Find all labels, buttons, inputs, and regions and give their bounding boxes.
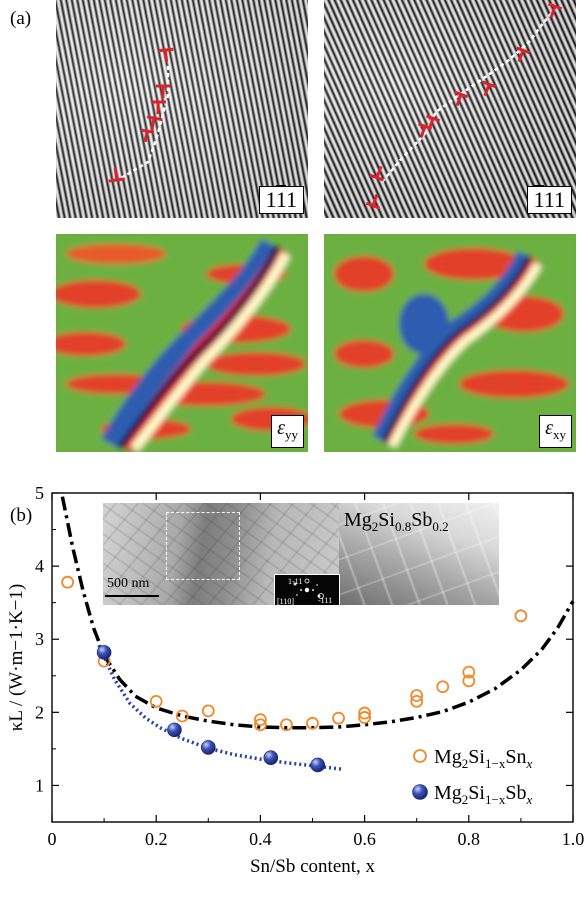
inset-composition: Mg2Si0.8Sb0.2: [344, 509, 449, 535]
x-tick-label: 1.0: [562, 829, 585, 849]
miller-digit: 1: [286, 187, 297, 212]
dislocation-overlay: [108, 47, 174, 183]
formula-part: Si: [378, 509, 395, 531]
y-tick-label: 2: [35, 702, 44, 722]
sn-data-point: [175, 709, 189, 723]
tem-inset: 1-11 -111 [110] 500 nm Mg2Si0.8Sb0.2: [103, 503, 499, 605]
sn-data-point: [358, 711, 372, 724]
miller-digit: 1: [265, 187, 276, 212]
legend-part: Sb: [505, 782, 526, 804]
legend-part: Si: [468, 782, 485, 804]
panel-b-label: (b): [10, 505, 33, 526]
x-tick-label: 0: [48, 829, 57, 849]
fringe-shading: [56, 0, 308, 218]
strain-label-xy: εxy: [539, 415, 572, 448]
legend-label: Mg2Si1−xSbx: [434, 782, 532, 807]
legend-label: Mg2Si1−xSnx: [434, 746, 532, 771]
saed-label: 1-11: [288, 577, 302, 586]
formula-sub: 2: [371, 519, 379, 534]
sn-data-point: [280, 718, 293, 732]
legend-marker-sb: [412, 784, 428, 800]
y-tick-label: 1: [35, 775, 44, 795]
miller-digit: 11: [543, 187, 565, 212]
strain-field: [324, 234, 576, 452]
region-of-interest-box: [166, 512, 240, 580]
saed-zone-axis: [110]: [277, 597, 294, 605]
tem-dark-field: [339, 503, 499, 605]
strain-label-yy: εyy: [271, 415, 304, 448]
strain-subscript: yy: [285, 427, 298, 442]
sb-data-point: [167, 722, 182, 738]
strain-field: [56, 234, 308, 452]
strain-map-left: εyy: [56, 234, 308, 452]
sn-data-point: [332, 711, 345, 725]
saed-label: -111: [318, 596, 332, 605]
saed-spots: 1-11 -111 [110]: [277, 577, 332, 605]
y-tick-label: 3: [35, 629, 44, 649]
y-tick-label: 5: [35, 483, 44, 503]
data-points: [61, 575, 528, 773]
sn-data-point: [410, 689, 424, 702]
epsilon-symbol: ε: [545, 417, 553, 439]
saed-pattern: 1-11 -111 [110]: [274, 574, 340, 605]
legend-part: Mg: [434, 746, 462, 768]
miller-digit-bar: 1: [533, 187, 544, 212]
fit-curve-2: [97, 644, 345, 772]
legend-sub: 1−x: [485, 792, 506, 807]
sn-data-point: [61, 575, 75, 589]
sn-data-point: [253, 713, 267, 727]
dislocation-overlay: [365, 2, 563, 210]
sb-data-point: [96, 645, 112, 660]
scale-bar: [105, 595, 159, 597]
formula-sub: 0.2: [432, 519, 449, 534]
sn-data-point: [410, 694, 424, 708]
sn-data-point: [462, 674, 476, 688]
miller-index-right: 111: [526, 186, 572, 214]
epsilon-symbol: ε: [277, 417, 285, 439]
sn-data-point: [514, 609, 528, 623]
axis-ticks: 0 0.2 0.4 0.6 0.8 1.0 1 2 3 4 5 Sn/Sb content, x κL …: [6, 483, 584, 877]
sn-data-point: [149, 694, 163, 708]
sb-data-point: [201, 740, 216, 755]
sn-data-point: [436, 680, 450, 694]
legend-part: Si: [468, 746, 485, 768]
sn-data-point: [253, 718, 267, 732]
formula-sub: 0.8: [394, 519, 412, 534]
miller-index-left: 111: [258, 186, 304, 214]
legend-sub: x: [525, 792, 532, 807]
sn-data-point: [462, 665, 476, 679]
fringe-image-right: 111: [324, 0, 576, 218]
x-tick-label: 0.2: [145, 829, 168, 849]
legend-marker-sn: [413, 749, 427, 763]
strain-subscript: xy: [553, 427, 566, 442]
scale-bar-label: 500 nm: [107, 576, 150, 591]
legend-sub: x: [525, 756, 532, 771]
legend-part: Sn: [505, 746, 526, 768]
formula-part: Sb: [411, 509, 433, 531]
miller-digit-bar: 1: [275, 187, 286, 212]
x-tick-label: 0.4: [249, 829, 272, 849]
panel-a-label: (a): [10, 8, 32, 29]
formula-part: Mg: [344, 509, 372, 531]
x-tick-label: 0.6: [353, 829, 376, 849]
strain-map-right: εxy: [324, 234, 576, 452]
sb-data-point: [310, 757, 326, 773]
legend-part: Mg: [434, 782, 462, 804]
sn-data-point: [306, 716, 319, 730]
sb-data-point: [263, 750, 279, 765]
legend-sub: 2: [462, 792, 469, 807]
lattice-fringes: [56, 0, 308, 218]
sn-data-point: [201, 704, 215, 718]
x-axis-label: Sn/Sb content, x: [250, 856, 376, 877]
legend-sub: 2: [462, 756, 469, 771]
x-tick-label: 0.8: [458, 829, 481, 849]
sn-data-point: [358, 706, 372, 720]
y-tick-label: 4: [35, 556, 44, 576]
fringe-image-left: 111: [56, 0, 308, 218]
legend-sub: 1−x: [485, 756, 506, 771]
kappa-chart: 0 0.2 0.4 0.6 0.8 1.0 1 2 3 4 5 Sn/Sb content, x κL …: [6, 483, 584, 877]
y-axis-label: κL / (W·m−1·K−1): [6, 584, 27, 731]
